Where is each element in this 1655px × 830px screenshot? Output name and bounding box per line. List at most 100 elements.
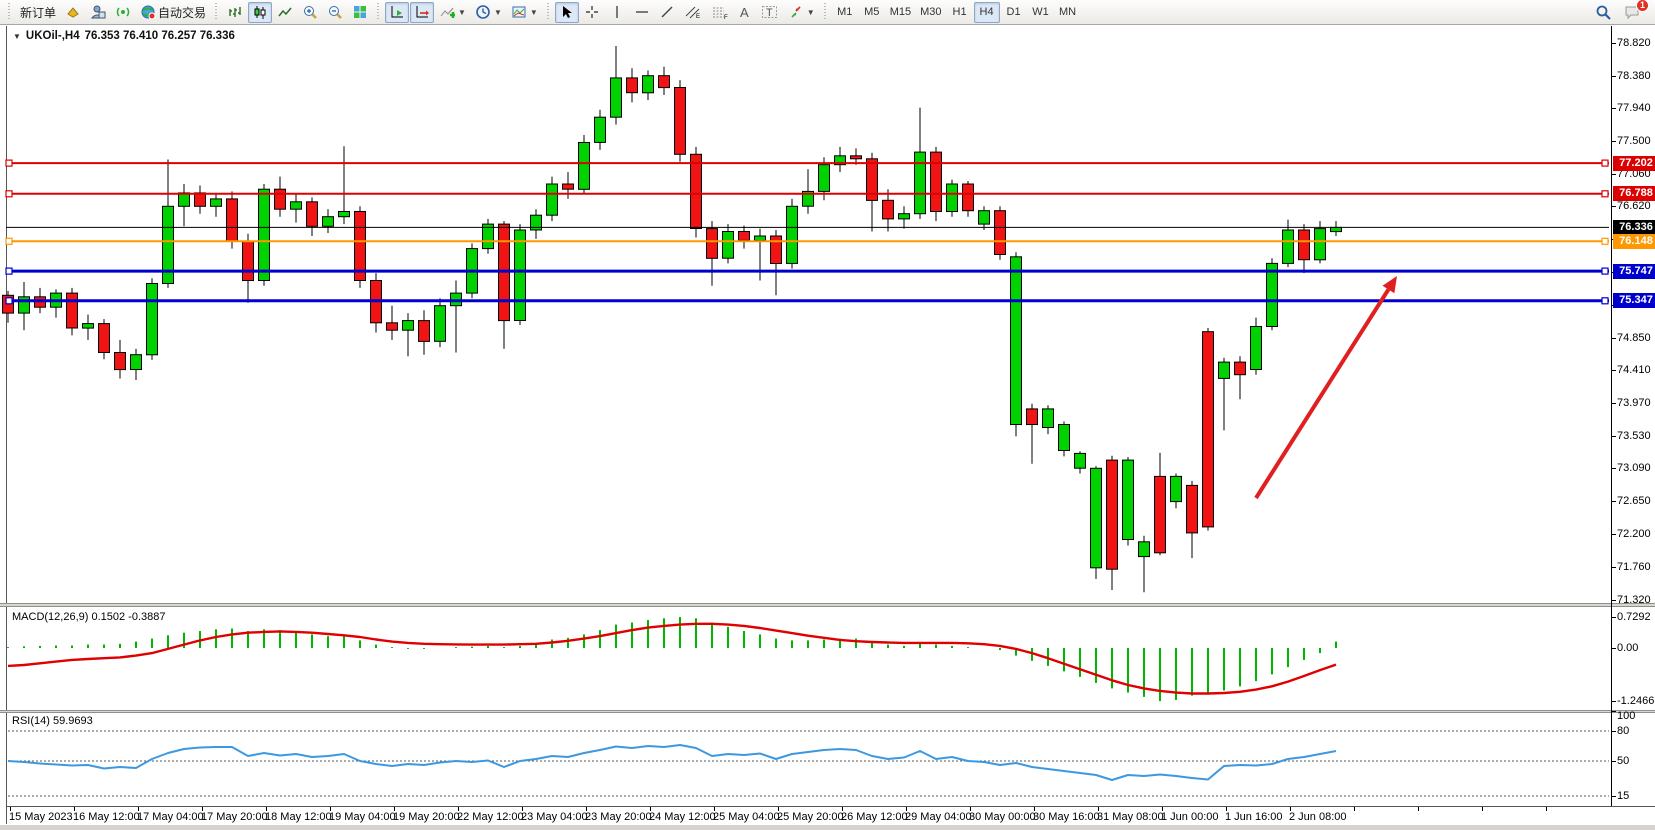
fibonacci-tool-button[interactable]: F — [707, 2, 733, 23]
cursor-button[interactable] — [554, 1, 579, 23]
vertical-line-tool-button[interactable] — [605, 2, 629, 23]
timeframe-label: H4 — [979, 6, 994, 18]
accounts-button[interactable] — [86, 2, 110, 23]
price-tick-label: 72.650 — [1617, 495, 1651, 507]
candle — [930, 146, 942, 222]
timeframe-h1-button[interactable]: H1 — [947, 2, 973, 23]
globe-icon — [140, 4, 156, 20]
crosshair-button[interactable] — [580, 2, 604, 23]
candle — [1122, 457, 1134, 546]
text-label-tool-button[interactable]: T — [757, 2, 783, 23]
time-tick-mark — [458, 807, 459, 811]
bar-chart-button[interactable] — [223, 2, 247, 23]
price-tick-mark — [1611, 108, 1616, 109]
search-button[interactable] — [1591, 2, 1616, 23]
auto-scroll-button[interactable] — [385, 1, 410, 23]
price-badge: 77.202 — [1613, 156, 1655, 171]
time-tick-label: 29 May 04:00 — [905, 811, 972, 823]
timeframe-m30-button[interactable]: M30 — [916, 2, 945, 23]
zoom-out-button[interactable] — [323, 2, 347, 23]
candle — [226, 191, 238, 249]
indicators-button[interactable]: ▼ — [435, 2, 470, 23]
new-order-button[interactable]: 新订单 — [16, 2, 60, 23]
pane-splitter[interactable] — [0, 710, 1655, 713]
line-handle[interactable] — [5, 297, 13, 305]
line-handle[interactable] — [5, 237, 13, 245]
line-handle[interactable] — [1601, 159, 1609, 167]
tile-windows-button[interactable] — [348, 2, 372, 23]
text-a-icon: A — [738, 4, 752, 20]
line-handle[interactable] — [1601, 297, 1609, 305]
text-tool-button[interactable]: A — [734, 2, 756, 23]
candle — [578, 135, 590, 195]
time-tick-mark — [1290, 807, 1291, 811]
periods-clock-button[interactable]: ▼ — [471, 2, 506, 23]
auto-scroll-icon — [389, 4, 405, 20]
candlestick-chart-button[interactable] — [248, 1, 273, 23]
time-tick-mark — [1098, 807, 1099, 811]
candle — [594, 109, 606, 150]
macd-tick-mark — [1611, 648, 1616, 649]
macd-pane[interactable] — [6, 607, 1655, 710]
time-axis[interactable]: 15 May 2023 16 May 12:00 17 May 04:00 17 Ma… — [6, 806, 1655, 824]
chart-menu-triangle-icon[interactable]: ▼ — [13, 31, 21, 41]
timeframe-d1-button[interactable]: D1 — [1001, 2, 1027, 23]
line-chart-button[interactable] — [273, 2, 297, 23]
chart-shift-button[interactable] — [410, 1, 435, 23]
chart-template-button[interactable]: ▼ — [507, 2, 542, 23]
arrow-head[interactable] — [1382, 276, 1397, 294]
timeframe-h4-button[interactable]: H4 — [973, 1, 1000, 23]
toolbar-grip[interactable] — [822, 3, 828, 21]
pane-splitter[interactable] — [0, 603, 1655, 607]
trendline-icon — [659, 4, 675, 20]
timeframe-mn-button[interactable]: MN — [1055, 2, 1081, 23]
horizontal-line-tool-button[interactable] — [630, 2, 654, 23]
signals-button[interactable] — [111, 2, 135, 23]
timeframe-m5-button[interactable]: M5 — [859, 2, 885, 23]
timeframe-w1-button[interactable]: W1 — [1028, 2, 1054, 23]
rsi-tick-label: 100 — [1617, 710, 1636, 722]
candle — [2, 290, 14, 323]
timeframe-label: MN — [1058, 6, 1077, 18]
line-handle[interactable] — [1601, 190, 1609, 198]
line-handle[interactable] — [1601, 267, 1609, 275]
time-tick-mark — [1418, 807, 1419, 811]
toolbar-grip[interactable] — [7, 3, 12, 21]
macd-signal-line — [7, 622, 1337, 695]
candle — [18, 282, 30, 331]
trend-arrow-annotation[interactable] — [1254, 288, 1391, 500]
time-tick-mark — [650, 807, 651, 811]
toolbar-grip[interactable] — [545, 3, 551, 21]
line-handle[interactable] — [5, 190, 13, 198]
time-tick-label: 30 May 16:00 — [1033, 811, 1100, 823]
line-handle[interactable] — [1601, 237, 1609, 245]
candle — [1074, 451, 1086, 474]
line-handle[interactable] — [5, 267, 13, 275]
time-tick-mark — [330, 807, 331, 811]
market-watch-button[interactable] — [61, 2, 85, 23]
equidistant-channel-button[interactable]: E — [680, 2, 706, 23]
arrows-tool-button[interactable]: ▼ — [784, 2, 819, 23]
rsi-pane[interactable] — [6, 713, 1655, 806]
line-handle[interactable] — [5, 159, 13, 167]
auto-trading-button[interactable]: 自动交易 — [136, 2, 210, 23]
candle — [562, 172, 574, 199]
notifications-button[interactable]: 1 — [1620, 0, 1649, 23]
candle — [194, 185, 206, 214]
time-tick-mark — [1354, 807, 1355, 811]
toolbar-grip[interactable] — [376, 3, 382, 21]
price-chart-pane[interactable] — [6, 26, 1655, 603]
time-tick-label: 31 May 08:00 — [1097, 811, 1164, 823]
toolbar-grip[interactable] — [214, 3, 220, 21]
timeframe-m15-button[interactable]: M15 — [886, 2, 915, 23]
time-tick-mark — [586, 807, 587, 811]
window-bottom-edge — [0, 825, 1655, 830]
timeframe-label: D1 — [1006, 6, 1021, 18]
dropdown-caret-icon: ▼ — [458, 7, 466, 17]
candle — [66, 287, 78, 336]
zoom-in-button[interactable] — [298, 2, 322, 23]
timeframe-m1-button[interactable]: M1 — [832, 2, 858, 23]
chart-ohlc-values: 76.353 76.410 76.257 76.336 — [84, 30, 235, 42]
trendline-tool-button[interactable] — [655, 2, 679, 23]
